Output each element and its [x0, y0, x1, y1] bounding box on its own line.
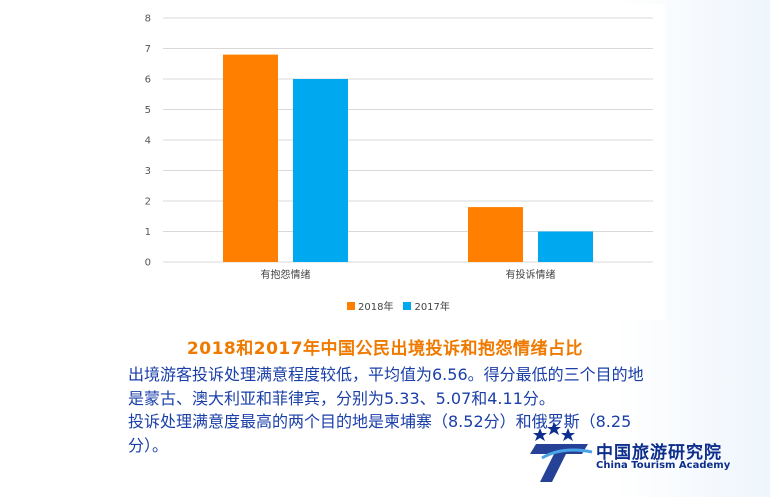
logo-emblem-icon [530, 422, 593, 482]
bar-2018年-有抱怨情绪 [223, 54, 278, 262]
x-category-label: 有抱怨情绪 [261, 268, 311, 281]
body-text: 出境游客投诉处理满意程度较低，平均值为6.56。得分最低的三个目的地是蒙古、澳大… [128, 363, 658, 457]
chart-card: 0 1 2 3 4 5 6 7 8 有抱怨情绪 有投诉情绪 2018年 2017年 [133, 4, 665, 320]
chart-caption: 2018和2017年中国公民出境投诉和抱怨情绪占比 [186, 339, 584, 359]
bar-2017年-有投诉情绪 [538, 231, 593, 262]
y-tick-label: 3 [145, 166, 151, 177]
logo-name-en: China Tourism Academy [596, 460, 731, 471]
legend-label-2017: 2017年 [414, 302, 450, 313]
paragraph-2: 投诉处理满意度最高的两个目的地是柬埔寨（8.52分）和俄罗斯（8.25分）。 [128, 412, 632, 455]
bar-2017年-有抱怨情绪 [293, 79, 348, 262]
y-tick-label: 8 [145, 14, 151, 25]
y-tick-label: 5 [145, 105, 151, 116]
y-tick-label: 0 [145, 258, 151, 269]
y-tick-label: 4 [145, 136, 151, 147]
y-tick-label: 7 [145, 44, 151, 55]
bar-2018年-有投诉情绪 [468, 207, 523, 262]
x-category-label: 有投诉情绪 [506, 268, 556, 281]
y-tick-label: 6 [145, 75, 151, 86]
academy-logo: 中国旅游研究院 China Tourism Academy [522, 420, 737, 486]
legend-swatch-2017 [403, 301, 412, 310]
y-tick-label: 2 [145, 197, 151, 208]
legend-item-2017: 2017年 [403, 298, 450, 313]
legend-item-2018: 2018年 [347, 298, 393, 313]
bar-chart: 0 1 2 3 4 5 6 7 8 有抱怨情绪 有投诉情绪 [145, 14, 653, 281]
chart-legend: 2018年 2017年 [347, 298, 454, 313]
legend-swatch-2018 [347, 301, 355, 310]
logo-name-cn: 中国旅游研究院 [596, 443, 722, 463]
y-tick-label: 1 [145, 227, 151, 238]
legend-label-2018: 2018年 [358, 302, 394, 313]
paragraph-1: 出境游客投诉处理满意程度较低，平均值为6.56。得分最低的三个目的地是蒙古、澳大… [128, 365, 644, 408]
